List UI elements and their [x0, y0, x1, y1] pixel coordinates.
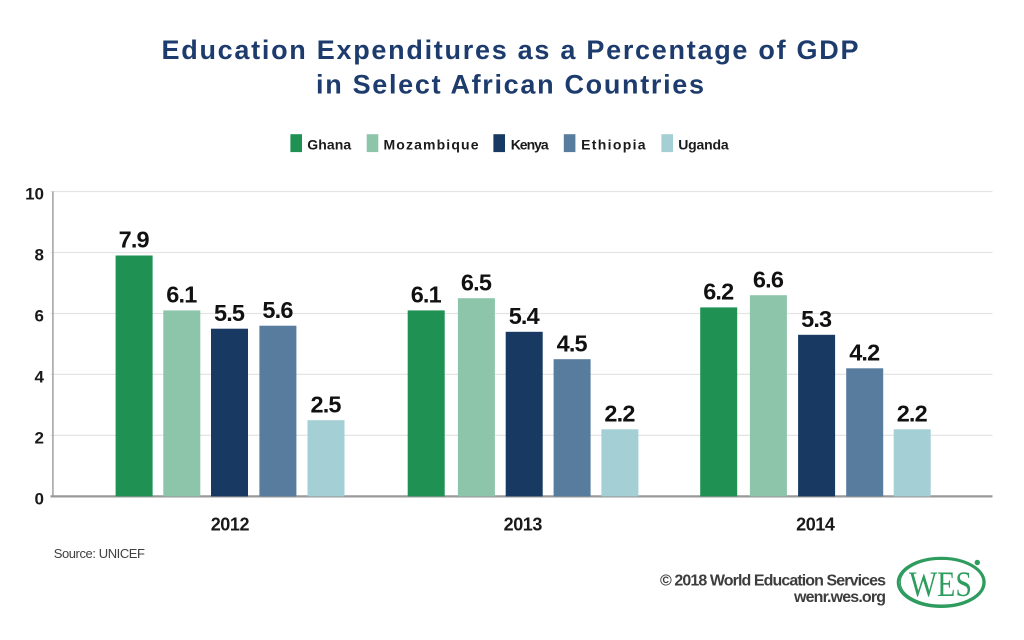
svg-text:6.1: 6.1: [166, 282, 197, 308]
svg-text:2.5: 2.5: [311, 391, 342, 417]
svg-text:0: 0: [35, 489, 44, 508]
svg-text:4.5: 4.5: [557, 330, 588, 356]
svg-text:2.2: 2.2: [604, 401, 635, 427]
svg-text:4: 4: [35, 367, 45, 386]
svg-text:5.6: 5.6: [262, 297, 293, 323]
svg-text:6.5: 6.5: [461, 269, 492, 295]
svg-text:Ghana: Ghana: [307, 136, 351, 152]
svg-text:Kenya: Kenya: [511, 136, 549, 152]
svg-text:2012: 2012: [211, 514, 250, 534]
svg-text:5.4: 5.4: [509, 303, 540, 329]
svg-text:7.9: 7.9: [119, 227, 150, 253]
svg-text:6.1: 6.1: [411, 282, 442, 308]
svg-text:Source: UNICEF: Source: UNICEF: [54, 546, 145, 561]
svg-text:10: 10: [25, 185, 44, 204]
svg-text:Ethiopia: Ethiopia: [581, 136, 646, 152]
svg-text:Mozambique: Mozambique: [384, 136, 479, 152]
svg-text:Education Expenditures as a Pe: Education Expenditures as a Percentage o…: [162, 35, 859, 65]
svg-text:8: 8: [35, 246, 44, 265]
svg-text:wenr.wes.org: wenr.wes.org: [793, 589, 886, 606]
svg-text:6.6: 6.6: [753, 266, 784, 292]
svg-text:Uganda: Uganda: [678, 136, 729, 152]
svg-text:5.5: 5.5: [214, 300, 245, 326]
svg-text:6.2: 6.2: [703, 279, 734, 305]
svg-text:2013: 2013: [504, 514, 543, 534]
svg-text:in Select African Countries: in Select African Countries: [316, 70, 704, 100]
svg-text:© 2018 World Education Service: © 2018 World Education Services: [660, 573, 886, 590]
svg-text:2: 2: [35, 428, 44, 447]
svg-text:4.2: 4.2: [849, 340, 880, 366]
svg-text:WES: WES: [909, 566, 972, 605]
svg-text:2.2: 2.2: [897, 401, 928, 427]
svg-text:2014: 2014: [796, 514, 835, 534]
svg-text:5.3: 5.3: [801, 306, 832, 332]
svg-text:6: 6: [35, 307, 44, 326]
